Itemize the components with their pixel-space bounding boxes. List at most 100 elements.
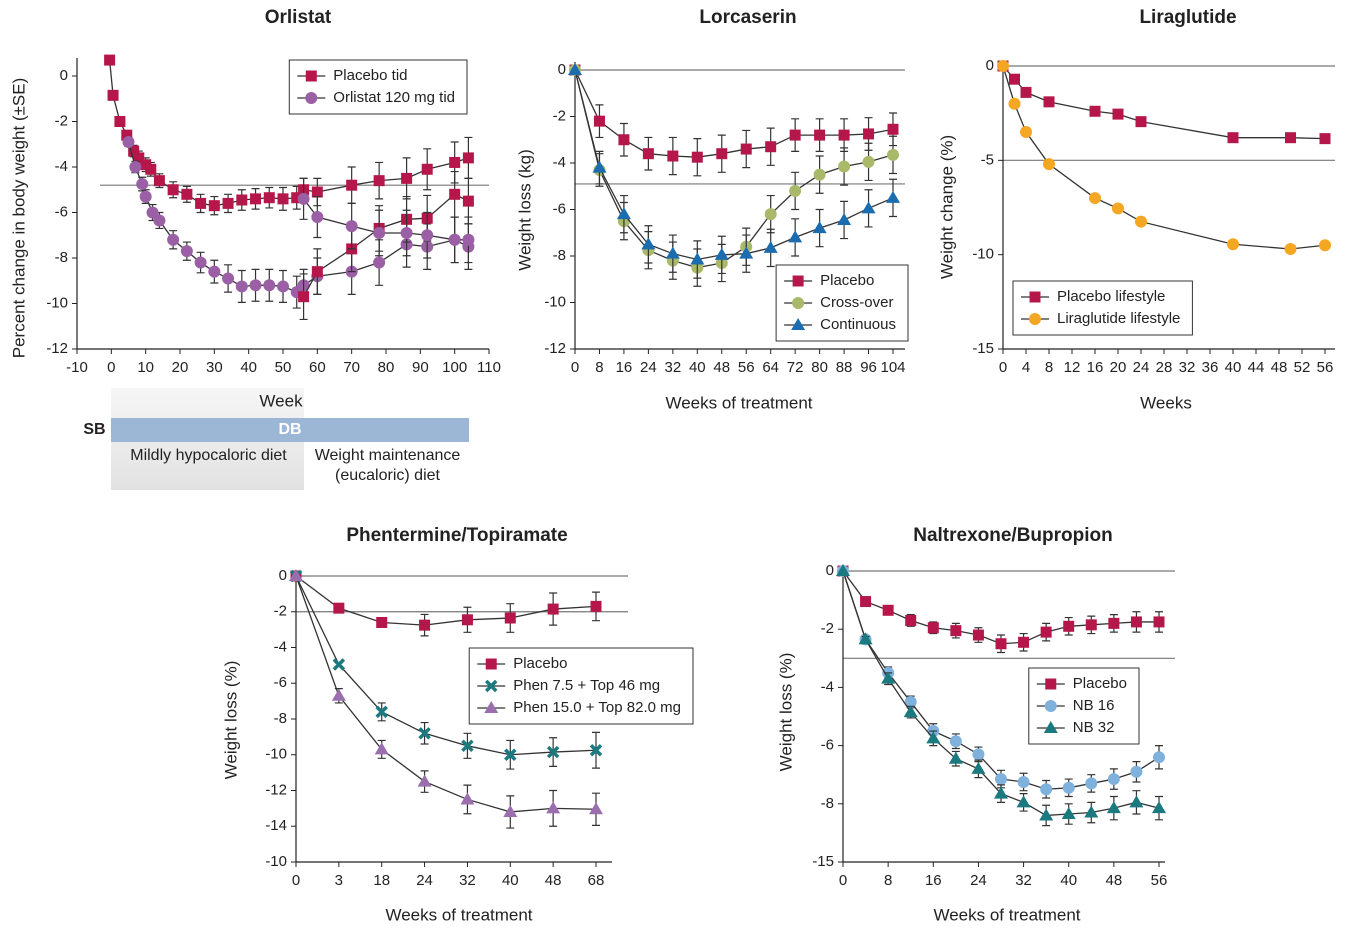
legend-label: Placebo lifestyle — [1057, 288, 1165, 305]
data-point — [114, 116, 126, 127]
x-tick-label: 40 — [1060, 872, 1077, 889]
x-tick-label: 56 — [738, 359, 755, 376]
data-point — [461, 739, 474, 753]
data-point — [589, 744, 603, 757]
data-point — [195, 197, 207, 209]
y-tick-label: 0 — [826, 562, 834, 579]
series-line — [303, 198, 469, 241]
data-point — [462, 233, 475, 246]
data-point — [374, 742, 389, 755]
data-point — [789, 129, 801, 141]
y-axis-label: Weight change (%) — [937, 135, 956, 279]
y-axis-label: Weight loss (%) — [221, 661, 240, 780]
x-tick-label: 56 — [1151, 872, 1168, 889]
data-point — [641, 237, 656, 250]
data-point — [311, 186, 323, 198]
data-point — [863, 128, 875, 140]
data-point — [994, 786, 1008, 799]
x-axis-label: Week — [259, 391, 303, 410]
legend: Placebo lifestyle Liraglutide lifestyle — [1012, 280, 1193, 336]
legend-marker — [485, 658, 497, 670]
data-point — [462, 152, 474, 164]
data-point — [136, 178, 149, 191]
data-point — [181, 188, 193, 200]
data-point — [1018, 636, 1030, 648]
data-point — [1020, 126, 1032, 139]
x-tick-label: 10 — [137, 359, 154, 376]
data-point — [139, 190, 152, 203]
x-tick-label: 0 — [839, 872, 847, 889]
x-tick-label: 8 — [595, 359, 603, 376]
chart-title: Liraglutide — [1139, 7, 1236, 28]
data-point — [1152, 801, 1166, 814]
data-point — [886, 190, 900, 203]
y-tick-label: -2 — [553, 107, 566, 124]
x-tick-label: 8 — [1045, 359, 1053, 376]
data-point — [298, 291, 310, 303]
x-tick-label: 12 — [1064, 359, 1081, 376]
x-axis-label: Weeks of treatment — [665, 393, 812, 412]
data-point — [311, 211, 324, 224]
data-point — [277, 280, 289, 293]
data-point — [838, 129, 850, 141]
data-point — [462, 195, 474, 207]
x-tick-label: 90 — [412, 359, 429, 376]
x-tick-label: 52 — [1294, 359, 1311, 376]
data-point — [1130, 765, 1143, 778]
y-tick-label: -5 — [981, 151, 994, 168]
data-point — [763, 240, 778, 253]
x-tick-label: 72 — [787, 359, 804, 376]
data-point — [1085, 777, 1098, 790]
data-point — [504, 612, 516, 624]
data-point — [618, 134, 630, 146]
legend-marker — [305, 70, 317, 82]
data-point — [812, 221, 827, 234]
series-line — [295, 575, 597, 626]
data-point — [1319, 239, 1331, 252]
data-point — [1284, 243, 1297, 256]
data-point — [862, 155, 875, 168]
x-tick-label: 3 — [335, 872, 343, 889]
x-tick-label: 28 — [1156, 359, 1173, 376]
data-point — [107, 89, 119, 101]
data-point — [950, 625, 962, 637]
data-point — [690, 252, 705, 265]
x-tick-label: 96 — [860, 359, 877, 376]
legend-label: Continuous — [820, 316, 896, 333]
x-tick-label: 40 — [502, 872, 519, 889]
data-point — [1153, 616, 1165, 628]
x-tick-label: 60 — [309, 359, 326, 376]
data-point — [250, 193, 262, 205]
data-point — [665, 246, 680, 259]
data-point — [1008, 97, 1021, 110]
x-tick-label: 70 — [343, 359, 360, 376]
y-tick-label: -8 — [553, 247, 566, 264]
legend-marker — [1029, 291, 1041, 303]
data-point — [714, 247, 729, 260]
data-point — [1039, 808, 1054, 821]
data-point — [1135, 215, 1147, 228]
data-point — [417, 774, 432, 787]
y-tick-label: -15 — [972, 340, 994, 357]
data-point — [1085, 619, 1097, 631]
data-point — [461, 614, 473, 626]
data-point — [1062, 781, 1075, 794]
x-tick-label: 68 — [588, 872, 605, 889]
data-point — [1129, 795, 1144, 808]
legend-marker — [1029, 313, 1041, 325]
legend-box — [288, 59, 468, 115]
data-point — [1112, 202, 1124, 215]
data-point — [311, 266, 323, 278]
legend-marker — [484, 701, 499, 713]
data-point — [129, 161, 142, 173]
legend-label: NB 32 — [1073, 719, 1115, 736]
data-point — [716, 148, 728, 160]
data-point — [376, 616, 388, 628]
data-point — [927, 622, 939, 634]
y-tick-label: -10 — [46, 294, 68, 311]
data-point — [1112, 108, 1124, 120]
legend-label: Phen 15.0 + Top 82.0 mg — [513, 699, 681, 716]
data-point — [104, 54, 116, 66]
x-tick-label: 44 — [1248, 359, 1265, 376]
data-point — [418, 727, 431, 740]
